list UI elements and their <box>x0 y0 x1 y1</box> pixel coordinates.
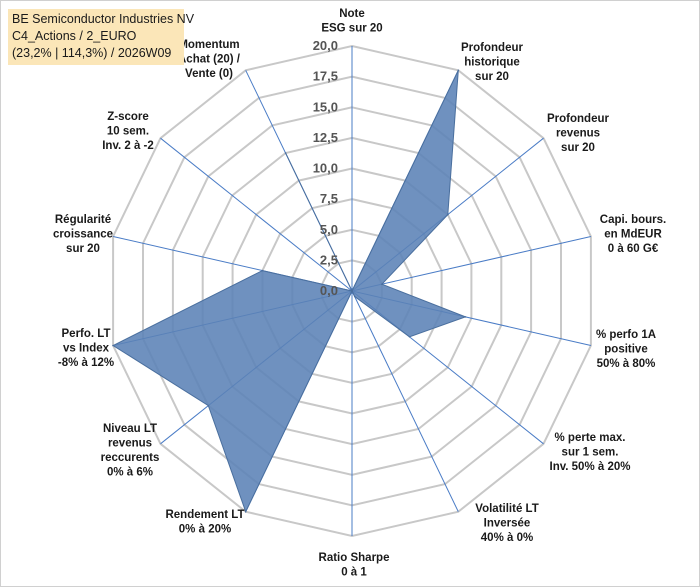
axis-label-line: 0% à 20% <box>179 524 231 536</box>
axis-label-line: Perfo. LT <box>62 328 111 340</box>
axis-label-line: croissance <box>53 229 113 241</box>
axis-label: Volatilité LT Inversée 40% à 0% <box>475 503 538 544</box>
data-point <box>351 290 353 292</box>
axis-spoke <box>160 137 353 292</box>
axis-label-line: sur 20 <box>66 243 100 255</box>
data-point <box>244 510 247 513</box>
axis-label: Capi. bours. en MdEUR 0 à 60 G€ <box>600 214 666 255</box>
tick-label: 17,5 <box>313 69 338 84</box>
axis-label: % perte max. sur 1 sem. Inv. 50% à 20% <box>550 432 631 473</box>
axis-label-line: 50% à 80% <box>597 358 656 370</box>
axis-label-line: Momentum <box>178 39 239 51</box>
axis-label-line: Régularité <box>55 214 111 226</box>
axis-label-line: % perfo 1A <box>596 329 656 341</box>
axis-label-line: Rendement LT <box>165 509 244 521</box>
axis-label-line: 40% à 0% <box>481 532 533 544</box>
data-point <box>353 295 356 298</box>
chart-title-line-3: (23,2% | 114,3%) / 2026W09 <box>12 46 172 60</box>
axis-label: Z-score 10 sem. Inv. 2 à -2 <box>102 111 154 152</box>
data-point <box>112 344 114 347</box>
axis-label-line: 0 à 1 <box>341 567 367 579</box>
axis-label-line: Niveau LT <box>103 423 157 435</box>
axis-label-line: Profondeur <box>461 42 523 54</box>
axis-label: Niveau LT revenus reccurents 0% à 6% <box>101 423 160 479</box>
axis-label: Note ESG sur 20 <box>321 8 382 35</box>
axis-label-line: Volatilité LT <box>475 503 538 515</box>
axis-label-line: Inversée <box>484 518 531 530</box>
axis-label-line: sur 20 <box>561 142 595 154</box>
axis-label: % perfo 1A positive 50% à 80% <box>596 329 656 370</box>
axis-label-line: Note <box>339 8 365 20</box>
axis-label: Momentum Achat (20) / Vente (0) <box>178 39 241 80</box>
data-point <box>284 152 287 154</box>
data-point <box>207 404 210 407</box>
axis-label-line: % perte max. <box>555 432 626 444</box>
chart-title-line-1: BE Semiconductor Industries NV <box>12 12 195 26</box>
axis-label-line: sur 1 sem. <box>562 447 619 459</box>
data-point <box>381 283 383 286</box>
axis-label-line: reccurents <box>101 452 160 464</box>
axis-label: Profondeur historique sur 20 <box>461 42 523 83</box>
axis-label-line: ESG sur 20 <box>321 23 382 35</box>
tick-label: 10,0 <box>313 161 338 176</box>
tick-label: 0,0 <box>320 283 338 298</box>
axis-label-line: Profondeur <box>547 113 609 125</box>
axis-label: Rendement LT 0% à 20% <box>165 509 244 536</box>
axis-label-line: historique <box>464 57 520 69</box>
tick-label: 7,5 <box>320 191 338 206</box>
tick-label: 5,0 <box>320 222 338 237</box>
tick-label: 12,5 <box>313 130 338 145</box>
axis-label-line: revenus <box>108 438 152 450</box>
axis-label: Profondeur revenus sur 20 <box>547 113 609 154</box>
radar-series <box>112 69 467 514</box>
axis-label-line: Capi. bours. <box>600 214 666 226</box>
axis-label-line: Achat (20) / <box>178 54 241 66</box>
data-point <box>464 316 467 318</box>
axis-label-line: 10 sem. <box>107 126 149 138</box>
tick-label: 20,0 <box>313 38 338 53</box>
tick-label: 2,5 <box>320 252 338 267</box>
axis-label-line: positive <box>604 344 647 356</box>
chart-title: BE Semiconductor Industries NV C4_Action… <box>8 9 195 65</box>
axis-label-line: Inv. 2 à -2 <box>102 140 154 152</box>
axis-label-line: Vente (0) <box>185 68 233 80</box>
axis-label-line: en MdEUR <box>604 229 662 241</box>
axis-label-line: Ratio Sharpe <box>319 552 390 564</box>
axis-spoke <box>351 290 459 512</box>
axis-label: Ratio Sharpe 0 à 1 <box>319 552 390 579</box>
axis-label: Régularité croissance sur 20 <box>53 214 113 255</box>
axis-label-line: -8% à 12% <box>58 357 114 369</box>
axis-label-line: sur 20 <box>475 71 509 83</box>
data-point <box>457 69 460 72</box>
axis-label-line: 0% à 6% <box>107 467 153 479</box>
data-point <box>447 213 449 216</box>
data-point <box>261 269 264 272</box>
axis-label-line: revenus <box>556 128 600 140</box>
tick-label: 15,0 <box>313 99 338 114</box>
chart-title-line-2: C4_Actions / 2_EURO <box>12 29 137 43</box>
axis-spoke <box>351 236 592 292</box>
radar-axis-labels: Note ESG sur 20 Profondeur historique sur 20… <box>53 8 666 579</box>
data-point <box>408 336 411 338</box>
axis-label-line: vs Index <box>63 343 110 355</box>
axis-label: Perfo. LT vs Index -8% à 12% <box>58 328 114 369</box>
radar-tick-labels: 0,0 2,5 5,0 7,5 10,0 12,5 15,0 17,5 20,0 <box>313 38 338 298</box>
axis-label-line: Z-score <box>107 111 149 123</box>
axis-label-line: 0 à 60 G€ <box>608 243 659 255</box>
axis-label-line: Inv. 50% à 20% <box>550 461 631 473</box>
